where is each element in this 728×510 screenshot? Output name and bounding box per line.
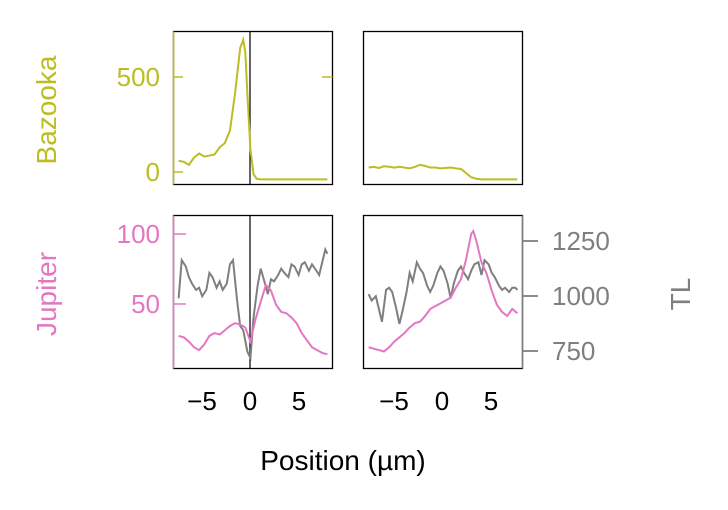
x-tick-label: 5 (484, 386, 498, 416)
y-axis-title-tl: TL (665, 278, 696, 311)
y-axis-title-bazooka: Bazooka (31, 55, 62, 164)
x-tick-label: −5 (379, 386, 409, 416)
y-axis-title-jupiter: Jupiter (31, 252, 62, 336)
series-bazooka-line (178, 35, 328, 181)
series-bazooka-line (368, 163, 518, 181)
y-tick-label: 50 (131, 289, 160, 319)
y-tick-label: 500 (117, 62, 160, 92)
series-jupiter-line (178, 282, 328, 356)
x-tick-label: 5 (292, 386, 306, 416)
panel-frame (362, 30, 524, 186)
x-tick-label: −5 (187, 386, 217, 416)
series-jupiter-line (368, 228, 519, 353)
y-tick-label: 100 (117, 219, 160, 249)
y-tick-label: 1250 (552, 226, 610, 256)
series-tl-line (177, 246, 329, 362)
y-tick-label: 0 (146, 157, 160, 187)
panel-bazooka-right (362, 30, 524, 186)
x-tick-label: 0 (435, 386, 449, 416)
series-tl-line (367, 258, 519, 325)
x-tick-label: 0 (243, 386, 257, 416)
y-tick-label: 1000 (552, 281, 610, 311)
y-tick-label: 750 (552, 336, 595, 366)
x-axis-title: Position (µm) (260, 445, 426, 476)
